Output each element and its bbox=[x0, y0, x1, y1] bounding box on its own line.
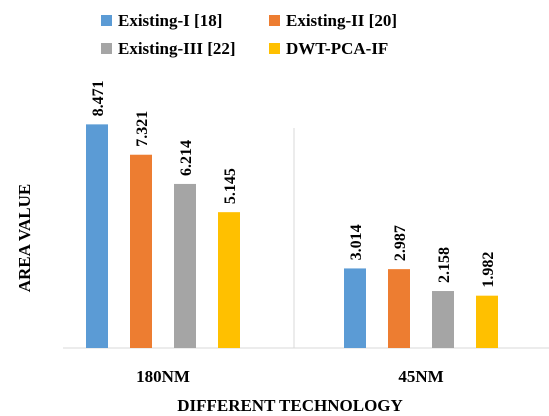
bar bbox=[388, 269, 410, 348]
x-tick-label: 180NM bbox=[136, 367, 190, 386]
bar bbox=[174, 183, 196, 348]
legend: Existing-I [18] Existing-II [20] Existing-… bbox=[101, 11, 397, 58]
data-label: 2.987 bbox=[392, 225, 409, 261]
legend-swatch bbox=[269, 43, 280, 54]
bar bbox=[218, 212, 240, 348]
legend-swatch bbox=[101, 15, 112, 26]
bars: 8.471 7.321 6.214 5.145 3.014 2.987 2.158 1.982 bbox=[86, 80, 498, 348]
legend-label: Existing-III [22] bbox=[118, 39, 236, 58]
data-label: 5.145 bbox=[222, 168, 239, 204]
data-label: 6.214 bbox=[178, 140, 195, 176]
legend-swatch bbox=[269, 15, 280, 26]
data-label: 7.321 bbox=[134, 111, 151, 147]
y-axis-title: AREA VALUE bbox=[15, 184, 34, 293]
x-axis-title: DIFFERENT TECHNOLOGY bbox=[177, 396, 403, 415]
x-tick-labels: 180NM 45NM bbox=[136, 367, 444, 386]
legend-swatch bbox=[101, 43, 112, 54]
data-label: 1.982 bbox=[480, 252, 497, 288]
bar bbox=[476, 295, 498, 348]
legend-label: Existing-II [20] bbox=[286, 11, 397, 30]
data-label: 8.471 bbox=[90, 80, 107, 116]
bar bbox=[432, 291, 454, 348]
data-label: 3.014 bbox=[348, 224, 365, 260]
bar bbox=[344, 268, 366, 348]
data-label: 2.158 bbox=[436, 247, 453, 283]
legend-label: Existing-I [18] bbox=[118, 11, 222, 30]
bar bbox=[130, 154, 152, 348]
x-tick-label: 45NM bbox=[398, 367, 443, 386]
legend-label: DWT-PCA-IF bbox=[286, 39, 388, 58]
bar bbox=[86, 124, 108, 348]
